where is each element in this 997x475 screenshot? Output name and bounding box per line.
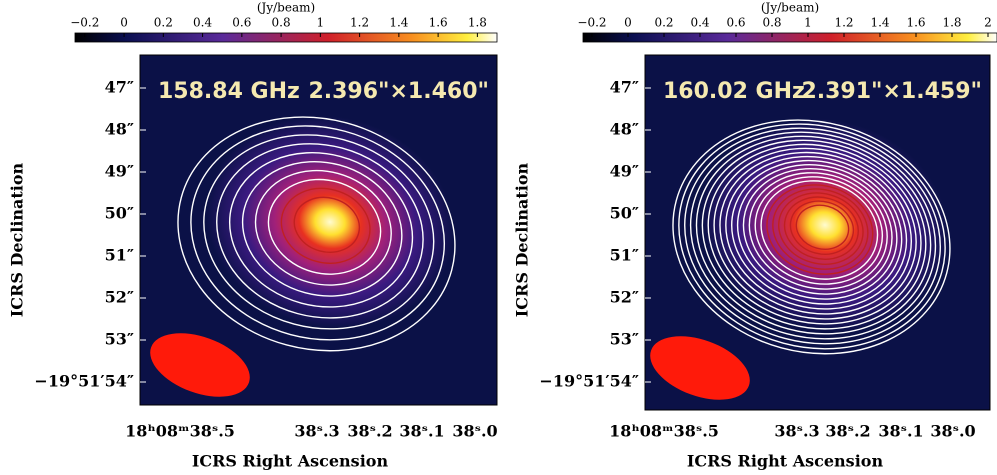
colorbar-tick-label: 0.8 bbox=[762, 16, 781, 30]
x-tick-label: 38ˢ.1 bbox=[878, 422, 923, 441]
x-axis-title: ICRS Right Ascension bbox=[192, 452, 389, 471]
x-tick-label: 38ˢ.0 bbox=[452, 422, 497, 441]
colorbar-unit: (Jy/beam) bbox=[761, 1, 819, 15]
colorbar-tick-label: −0.2 bbox=[70, 16, 99, 30]
colorbar-tick-label: 0.4 bbox=[690, 16, 709, 30]
x-tick-label: 38ˢ.3 bbox=[774, 422, 819, 441]
beam-label: 2.396"×1.460" bbox=[308, 79, 489, 104]
colorbar-tick-label: 0.6 bbox=[726, 16, 745, 30]
colorbar-tick-label: 0 bbox=[624, 16, 632, 30]
colorbar-tick-label: 1.6 bbox=[429, 16, 448, 30]
y-tick-label: 51″ bbox=[105, 246, 134, 265]
y-tick-label: −19°51′54″ bbox=[539, 372, 639, 391]
x-tick-label: 18ʰ08ᵐ38ˢ.5 bbox=[609, 422, 719, 441]
y-tick-label: 50″ bbox=[105, 204, 134, 223]
colorbar bbox=[583, 33, 997, 42]
colorbar-tick-label: 1.8 bbox=[468, 16, 487, 30]
y-axis-title: ICRS Declination bbox=[513, 162, 532, 317]
y-tick-label: 47″ bbox=[105, 78, 134, 97]
colorbar-tick-label: 1.4 bbox=[389, 16, 408, 30]
colorbar-tick-label: 1.2 bbox=[350, 16, 369, 30]
colorbar-tick-label: 0.6 bbox=[232, 16, 251, 30]
colorbar-tick-label: 1.2 bbox=[834, 16, 853, 30]
colorbar-unit: (Jy/beam) bbox=[257, 1, 315, 15]
y-tick-label: −19°51′54″ bbox=[34, 372, 134, 391]
y-tick-label: 52″ bbox=[105, 288, 134, 307]
frequency-label: 160.02 GHz bbox=[663, 79, 805, 104]
y-tick-label: 53″ bbox=[105, 330, 134, 349]
colorbar-tick-label: 0 bbox=[120, 16, 128, 30]
x-tick-label: 38ˢ.0 bbox=[930, 422, 975, 441]
y-tick-label: 48″ bbox=[610, 120, 639, 139]
x-axis-title: ICRS Right Ascension bbox=[687, 452, 884, 471]
y-tick-label: 49″ bbox=[610, 162, 639, 181]
colorbar-tick-label: 0.2 bbox=[154, 16, 173, 30]
y-tick-label: 50″ bbox=[610, 204, 639, 223]
y-tick-label: 48″ bbox=[105, 120, 134, 139]
y-tick-label: 52″ bbox=[610, 288, 639, 307]
x-tick-label: 38ˢ.2 bbox=[347, 422, 392, 441]
colorbar bbox=[75, 33, 497, 42]
x-tick-label: 38ˢ.1 bbox=[399, 422, 444, 441]
beam-label: 2.391"×1.459" bbox=[801, 79, 982, 104]
colorbar-tick-label: 1.4 bbox=[870, 16, 889, 30]
colorbar-tick-label: 2 bbox=[984, 16, 992, 30]
x-tick-label: 38ˢ.2 bbox=[825, 422, 870, 441]
y-tick-label: 47″ bbox=[610, 78, 639, 97]
y-tick-label: 49″ bbox=[105, 162, 134, 181]
colorbar-tick-label: 1 bbox=[804, 16, 812, 30]
colorbar-tick-label: 1 bbox=[317, 16, 325, 30]
colorbar-tick-label: 1.6 bbox=[906, 16, 925, 30]
y-tick-label: 53″ bbox=[610, 330, 639, 349]
y-tick-label: 51″ bbox=[610, 246, 639, 265]
colorbar-tick-label: 0.8 bbox=[272, 16, 291, 30]
x-tick-label: 38ˢ.3 bbox=[294, 422, 339, 441]
colorbar-tick-label: 1.8 bbox=[942, 16, 961, 30]
colorbar-tick-label: 0.2 bbox=[654, 16, 673, 30]
colorbar-tick-label: −0.2 bbox=[577, 16, 606, 30]
x-tick-label: 18ʰ08ᵐ38ˢ.5 bbox=[125, 422, 235, 441]
y-axis-title: ICRS Declination bbox=[8, 162, 27, 317]
frequency-label: 158.84 GHz bbox=[158, 79, 300, 104]
figure: 158.84 GHz 2.396"×1.460" (Jy/beam) −0.2 0 0.2… bbox=[0, 0, 997, 475]
colorbar-tick-label: 0.4 bbox=[193, 16, 212, 30]
panel: 158.84 GHz 2.396"×1.460" (Jy/beam) −0.2 0 0.2… bbox=[8, 1, 498, 471]
